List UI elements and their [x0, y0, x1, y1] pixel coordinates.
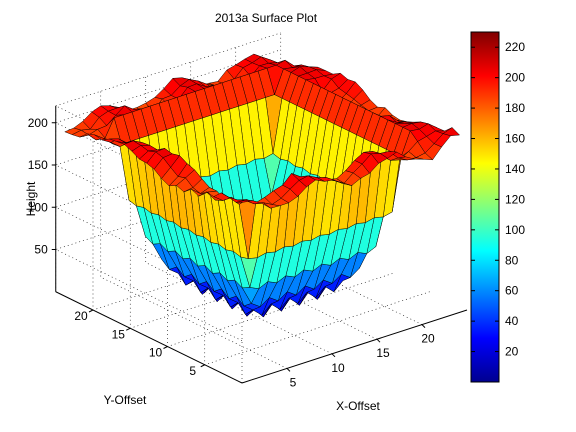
z-tick-label: 50 [34, 243, 48, 257]
colorbar-tick-label: 40 [505, 314, 519, 328]
z-tick-label: 200 [28, 116, 48, 130]
y-axis-label: Y-Offset [104, 393, 147, 407]
x-axis-line [241, 309, 468, 384]
z-axis-label: Height [24, 181, 38, 216]
x-tick [286, 368, 291, 372]
x-tick [421, 324, 426, 328]
x-tick-label: 10 [331, 361, 345, 375]
colorbar-tick-label: 140 [505, 162, 525, 176]
colorbar: 20 40 60 80 100 120 140 160 180 200 220 [470, 31, 525, 383]
colorbar-tick-label: 100 [505, 223, 525, 237]
y-tick-label: 15 [112, 327, 126, 341]
colorbar-gradient [470, 31, 500, 383]
axes: 5 10 15 20 5 10 15 20 50 100 150 200 [28, 105, 468, 389]
x-tick-label: 20 [421, 332, 435, 346]
colorbar-tick-label: 20 [505, 345, 519, 359]
y-tick-label: 20 [74, 309, 88, 323]
colorbar-tick-label: 160 [505, 132, 525, 146]
y-tick [200, 364, 205, 368]
y-tick [88, 309, 94, 313]
colorbar-tick-label: 60 [505, 284, 519, 298]
colorbar-ticks: 20 40 60 80 100 120 140 160 180 200 220 [471, 40, 525, 359]
surface-mesh [64, 53, 460, 318]
colorbar-tick-label: 200 [505, 71, 525, 85]
chart-title: 2013a Surface Plot [215, 11, 318, 25]
axis-labels: 2013a Surface Plot X-Offset Y-Offset Hei… [24, 11, 381, 413]
x-tick-label: 15 [376, 346, 390, 360]
x-axis-label: X-Offset [336, 399, 380, 413]
y-tick [163, 346, 168, 349]
z-tick-label: 100 [28, 200, 48, 214]
colorbar-tick-label: 220 [505, 40, 525, 54]
y-tick-label: 10 [149, 346, 163, 360]
x-tick [376, 338, 381, 343]
x-tick-label: 5 [290, 375, 297, 389]
surface-face [235, 200, 253, 203]
y-tick [126, 327, 131, 331]
colorbar-tick-label: 80 [505, 253, 519, 267]
colorbar-tick-label: 180 [505, 101, 525, 115]
x-tick [331, 353, 336, 358]
z-tick-label: 150 [28, 158, 48, 172]
y-tick-label: 5 [189, 364, 196, 378]
y-axis-line [55, 291, 243, 384]
colorbar-tick-label: 120 [505, 192, 525, 206]
